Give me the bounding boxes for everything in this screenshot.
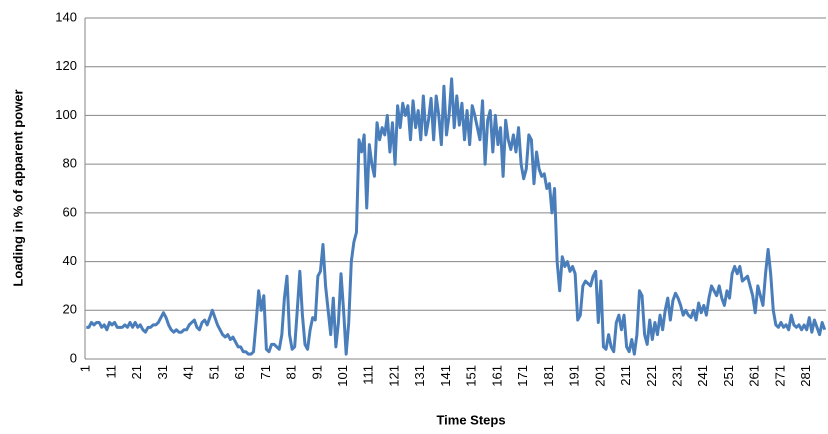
x-tick-label: 161 <box>489 365 504 387</box>
x-tick-label: 51 <box>206 365 221 379</box>
x-tick-label: 71 <box>258 365 273 379</box>
x-tick-label: 101 <box>335 365 350 387</box>
x-tick-label: 231 <box>669 365 684 387</box>
x-tick-label: 21 <box>129 365 144 379</box>
x-tick-label: 61 <box>232 365 247 379</box>
x-tick-label: 251 <box>721 365 736 387</box>
x-tick-label: 121 <box>386 365 401 387</box>
x-tick-label: 271 <box>772 365 787 387</box>
x-tick-label: 241 <box>695 365 710 387</box>
x-tick-label: 281 <box>798 365 813 387</box>
y-tick-label: 60 <box>63 204 77 219</box>
x-tick-label: 41 <box>181 365 196 379</box>
x-tick-label: 171 <box>515 365 530 387</box>
y-tick-label: 20 <box>63 302 77 317</box>
x-axis-title: Time Steps <box>436 412 505 427</box>
x-tick-label: 151 <box>464 365 479 387</box>
x-tick-label: 131 <box>412 365 427 387</box>
x-tick-label: 81 <box>284 365 299 379</box>
x-tick-label: 181 <box>541 365 556 387</box>
x-tick-label: 191 <box>567 365 582 387</box>
x-tick-label: 11 <box>103 365 118 379</box>
data-line <box>86 77 827 356</box>
y-tick-label: 80 <box>63 156 77 171</box>
x-tick-label: 221 <box>644 365 659 387</box>
y-tick-label: 140 <box>55 9 77 24</box>
x-tick-label: 111 <box>361 365 376 385</box>
x-tick-label: 141 <box>438 365 453 387</box>
x-tick-label: 211 <box>618 365 633 386</box>
x-tick-label: 201 <box>592 365 607 387</box>
x-tick-label: 261 <box>747 365 762 387</box>
x-tick-label: 31 <box>155 365 170 379</box>
x-tick-label: 91 <box>309 365 324 379</box>
y-tick-label: 100 <box>55 107 77 122</box>
y-tick-label: 40 <box>63 253 77 268</box>
x-tick-label: 1 <box>78 365 93 372</box>
y-tick-label: 0 <box>70 350 77 365</box>
y-tick-label: 120 <box>55 58 77 73</box>
y-axis-title: Loading in % of apparent power <box>10 89 25 286</box>
